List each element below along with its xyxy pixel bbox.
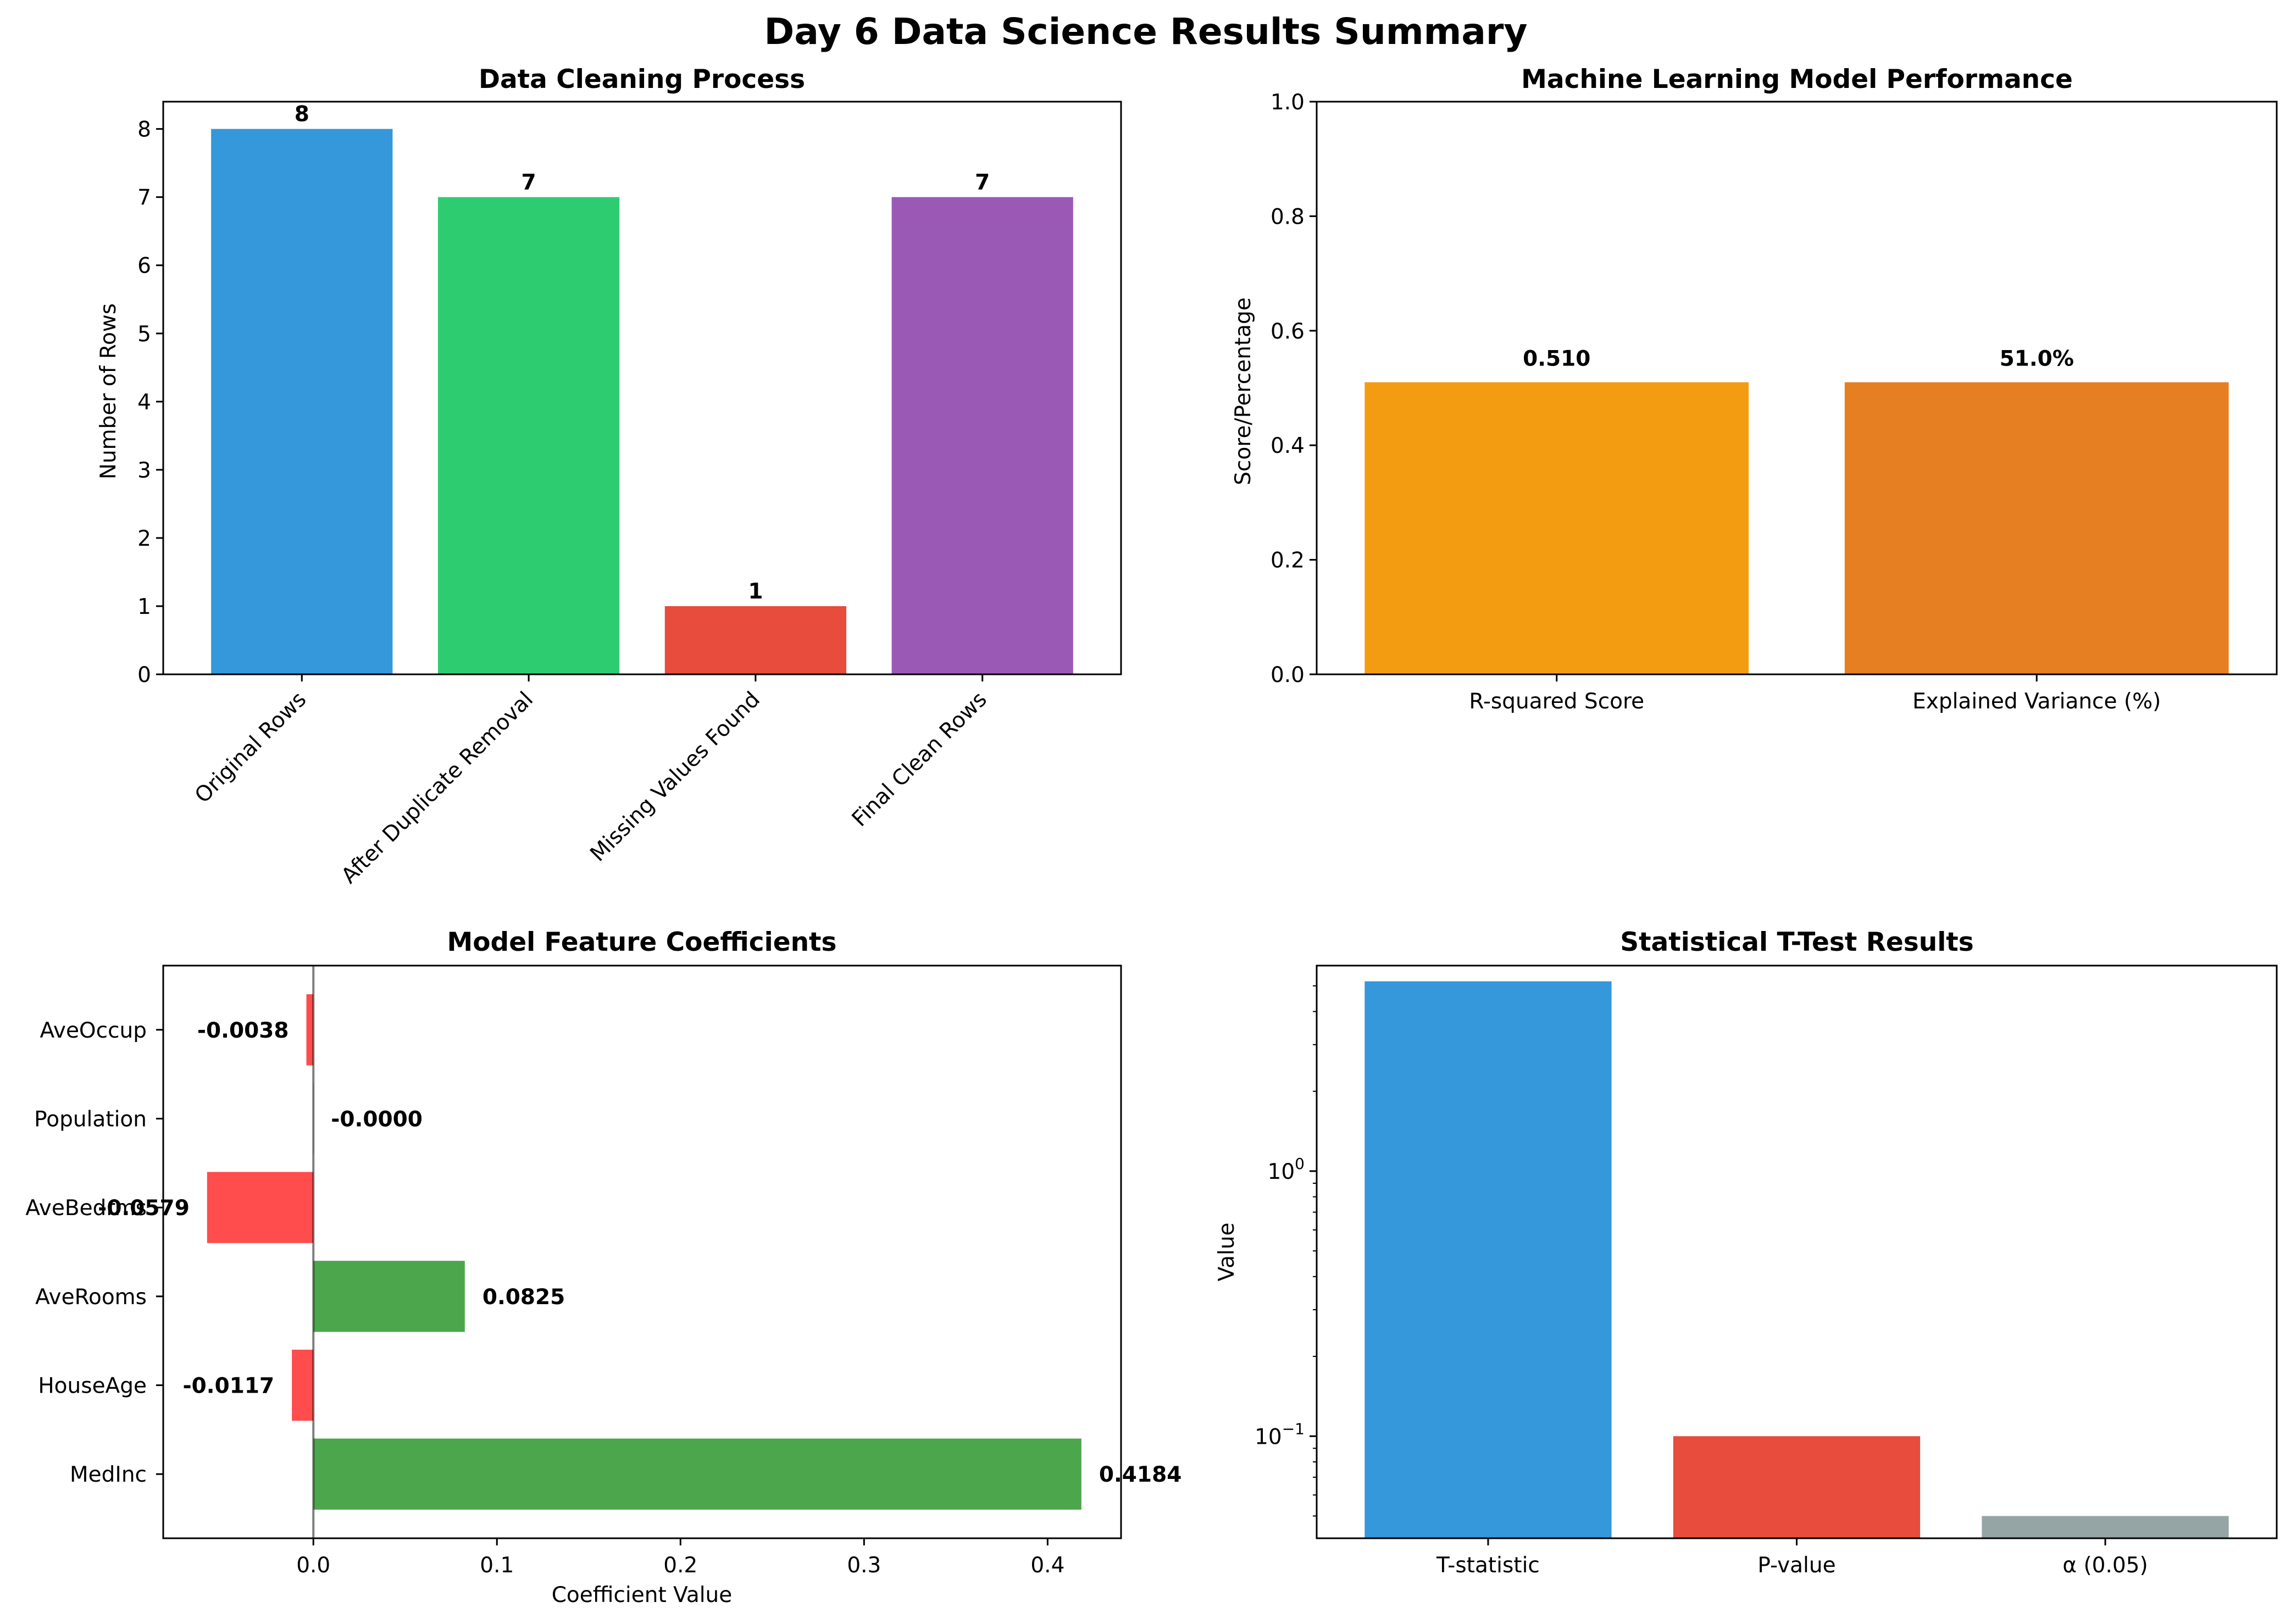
ml-ytick-label: 1.0 [1271, 90, 1305, 115]
ml-ytick-label: 0.4 [1271, 434, 1305, 458]
cleaning-ytick-label: 7 [137, 186, 151, 210]
cleaning-data-label: 7 [522, 170, 536, 195]
coef-data-label: -0.0117 [182, 1374, 274, 1399]
ttest-xtick-label: T-statistic [1436, 1553, 1540, 1578]
feature-coefficients-xlabel: Coefficient Value [552, 1583, 733, 1608]
figure-title: Day 6 Data Science Results Summary [764, 10, 1528, 53]
ttest-ytick-label: 100 [1268, 1155, 1305, 1184]
coef-bar-medinc [313, 1438, 1081, 1510]
ml-performance-title: Machine Learning Model Performance [1521, 64, 2073, 95]
coef-xtick-label: 0.0 [296, 1553, 330, 1578]
cleaning-bar-final-clean-rows [891, 197, 1073, 675]
ml-performance-plot-area [1316, 101, 2278, 675]
coef-data-label: 0.0825 [482, 1285, 565, 1310]
feature-coefficients-plot-area [162, 965, 1122, 1539]
coef-data-label: -0.0000 [331, 1107, 423, 1132]
ml-bar-r-squared-score [1364, 382, 1749, 674]
coef-bar-averooms [313, 1261, 465, 1332]
coef-ytick-label: AveRooms [35, 1285, 147, 1310]
coef-bar-avebedrms [207, 1172, 314, 1243]
cleaning-ytick-label: 4 [137, 390, 151, 415]
ml-bar-explained-variance [1844, 382, 2229, 674]
cleaning-data-label: 7 [975, 170, 990, 195]
coef-data-label: -0.0038 [197, 1018, 289, 1043]
ttest-title: Statistical T-Test Results [1620, 927, 1974, 957]
coef-bar-aveoccup [306, 994, 314, 1066]
ttest-xtick-label: P-value [1757, 1553, 1835, 1578]
coef-xtick-label: 0.4 [1030, 1553, 1064, 1578]
cleaning-bar-original-rows [211, 129, 393, 675]
cleaning-ytick-label: 1 [137, 595, 151, 619]
cleaning-ytick-label: 8 [137, 118, 151, 142]
coef-xtick-label: 0.3 [847, 1553, 881, 1578]
cleaning-ytick-label: 3 [137, 458, 151, 483]
ttest-chart: Statistical T-Test Results Value T-stati… [1214, 927, 2278, 1578]
coef-xtick-label: 0.2 [663, 1553, 697, 1578]
coef-xtick-label: 0.1 [480, 1553, 514, 1578]
coef-ytick-label: MedInc [70, 1462, 147, 1487]
ttest-xtick-label: α (0.05) [2062, 1553, 2148, 1578]
feature-coefficients-chart: Model Feature Coefficients Coefficient V… [25, 927, 1181, 1608]
cleaning-data-label: 8 [295, 102, 309, 127]
data-cleaning-plot-area [162, 101, 1122, 675]
cleaning-ytick-label: 2 [137, 526, 151, 551]
ml-data-label: 51.0% [2000, 347, 2074, 372]
coef-ytick-label: AveBedrms [25, 1196, 147, 1221]
ttest-ytick-label: 10−1 [1255, 1420, 1305, 1449]
feature-coefficients-title: Model Feature Coefficients [447, 927, 836, 957]
cleaning-data-label: 1 [748, 579, 763, 604]
cleaning-ytick-label: 0 [137, 663, 151, 688]
coef-ytick-label: Population [34, 1107, 147, 1132]
ml-ytick-label: 0.0 [1271, 663, 1305, 688]
ml-xtick-label: R-squared Score [1469, 689, 1644, 714]
ml-ytick-label: 0.6 [1271, 319, 1305, 344]
cleaning-ytick-label: 6 [137, 254, 151, 279]
ttest-bar-p-value [1673, 1436, 1921, 1538]
ttest-bar-t-statistic [1364, 981, 1612, 1538]
data-cleaning-title: Data Cleaning Process [479, 64, 805, 95]
ttest-ylabel: Value [1214, 1222, 1239, 1281]
ml-xtick-label: Explained Variance (%) [1912, 689, 2161, 714]
ml-data-label: 0.510 [1523, 347, 1590, 372]
cleaning-ytick-label: 5 [137, 322, 151, 347]
coef-data-label: -0.0579 [98, 1196, 190, 1221]
coef-data-label: 0.4184 [1099, 1462, 1181, 1487]
cleaning-bar-after-duplicate-removal [437, 197, 620, 675]
ml-ytick-label: 0.2 [1271, 548, 1305, 573]
ttest-plot-area [1316, 965, 2278, 1539]
ml-performance-ylabel: Score/Percentage [1231, 297, 1256, 485]
data-cleaning-ylabel: Number of Rows [96, 303, 121, 479]
ml-ytick-label: 0.8 [1271, 204, 1305, 229]
coef-ytick-label: AveOccup [40, 1018, 147, 1043]
coef-ytick-label: HouseAge [38, 1374, 147, 1399]
coef-bar-houseage [292, 1349, 314, 1421]
ml-performance-chart: Machine Learning Model Performance Score… [1231, 64, 2278, 714]
ttest-bar-0-05 [1982, 1516, 2229, 1538]
cleaning-bar-missing-values-found [664, 606, 847, 674]
